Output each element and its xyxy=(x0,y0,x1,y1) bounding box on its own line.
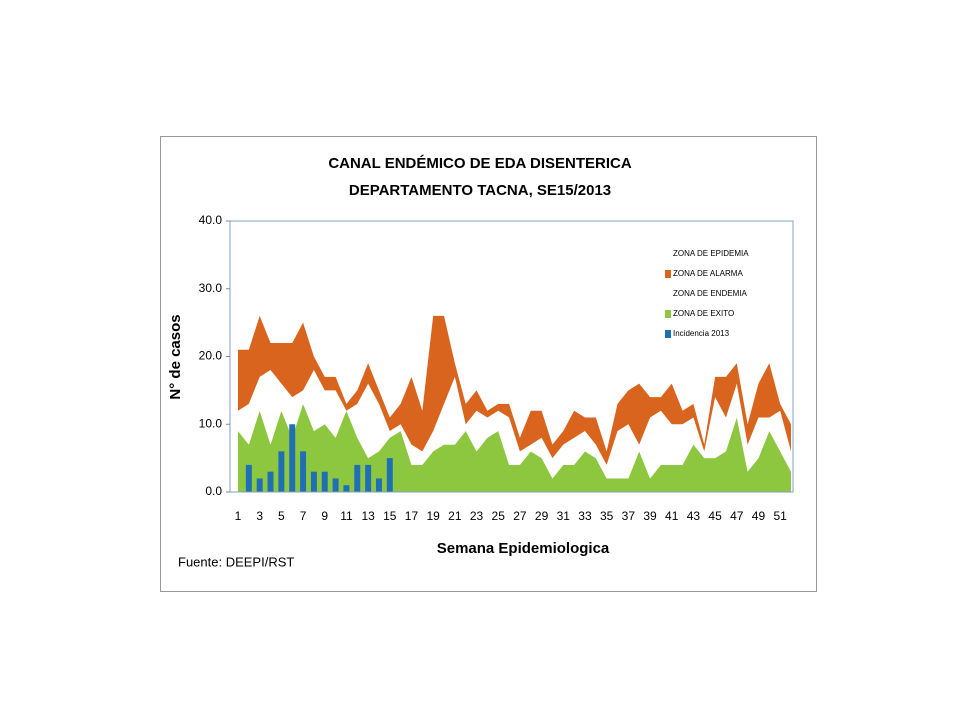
legend-label: ZONA DE ALARMA xyxy=(673,269,743,278)
chart-title: CANAL ENDÉMICO DE EDA DISENTERICA xyxy=(328,155,632,172)
y-tick-label: 10.0 xyxy=(199,416,223,430)
legend-swatch xyxy=(665,290,671,298)
x-tick-label: 31 xyxy=(557,509,571,523)
x-axis-label: Semana Epidemiologica xyxy=(437,540,610,557)
x-tick-label: 45 xyxy=(708,509,722,523)
bar xyxy=(310,471,317,492)
bar xyxy=(256,478,263,492)
x-tick-label: 13 xyxy=(361,509,375,523)
x-tick-label: 1 xyxy=(235,509,242,523)
x-tick-label: 35 xyxy=(600,509,614,523)
x-tick-label: 39 xyxy=(643,509,657,523)
legend-swatch xyxy=(665,330,671,338)
x-tick-label: 19 xyxy=(426,509,440,523)
legend-label: ZONA DE EPIDEMIA xyxy=(673,249,749,258)
bar xyxy=(386,458,393,492)
area xyxy=(238,370,791,479)
y-tick-label: 20.0 xyxy=(199,349,223,363)
chart-title: DEPARTAMENTO TACNA, SE15/2013 xyxy=(349,182,611,199)
bar xyxy=(321,471,328,492)
area xyxy=(238,403,791,492)
legend-swatch xyxy=(665,310,671,318)
x-tick-label: 21 xyxy=(448,509,462,523)
bar xyxy=(289,424,296,492)
legend-label: Incidencia 2013 xyxy=(673,329,730,338)
legend-swatch xyxy=(665,270,671,278)
y-tick-label: 40.0 xyxy=(199,213,223,227)
x-tick-label: 25 xyxy=(492,509,506,523)
bar xyxy=(354,464,361,492)
bar xyxy=(267,471,274,492)
x-tick-label: 33 xyxy=(578,509,592,523)
legend-label: ZONA DE ENDEMIA xyxy=(673,289,747,298)
legend-swatch xyxy=(665,250,671,258)
x-tick-label: 41 xyxy=(665,509,679,523)
x-tick-label: 49 xyxy=(752,509,766,523)
x-tick-label: 17 xyxy=(405,509,419,523)
x-tick-label: 29 xyxy=(535,509,549,523)
x-tick-label: 23 xyxy=(470,509,484,523)
x-tick-label: 43 xyxy=(687,509,701,523)
legend-label: ZONA DE EXITO xyxy=(673,309,734,318)
bar xyxy=(332,478,339,492)
y-tick-label: 0.0 xyxy=(205,484,222,498)
x-tick-label: 51 xyxy=(773,509,787,523)
x-tick-label: 47 xyxy=(730,509,744,523)
plot-area xyxy=(238,315,791,492)
x-tick-label: 3 xyxy=(256,509,263,523)
x-tick-label: 9 xyxy=(321,509,328,523)
bar xyxy=(375,478,382,492)
y-axis-label: N° de casos xyxy=(167,314,184,399)
bar xyxy=(245,464,252,492)
bar xyxy=(300,451,307,492)
x-tick-label: 7 xyxy=(300,509,307,523)
y-tick-label: 30.0 xyxy=(199,281,223,295)
x-tick-label: 15 xyxy=(383,509,397,523)
x-tick-label: 11 xyxy=(340,509,353,523)
bar xyxy=(365,464,372,492)
source: Fuente: DEEPI/RST xyxy=(178,554,294,569)
x-tick-label: 27 xyxy=(513,509,527,523)
bar xyxy=(278,451,285,492)
x-tick-label: 5 xyxy=(278,509,285,523)
x-tick-label: 37 xyxy=(622,509,636,523)
bar xyxy=(343,485,350,492)
